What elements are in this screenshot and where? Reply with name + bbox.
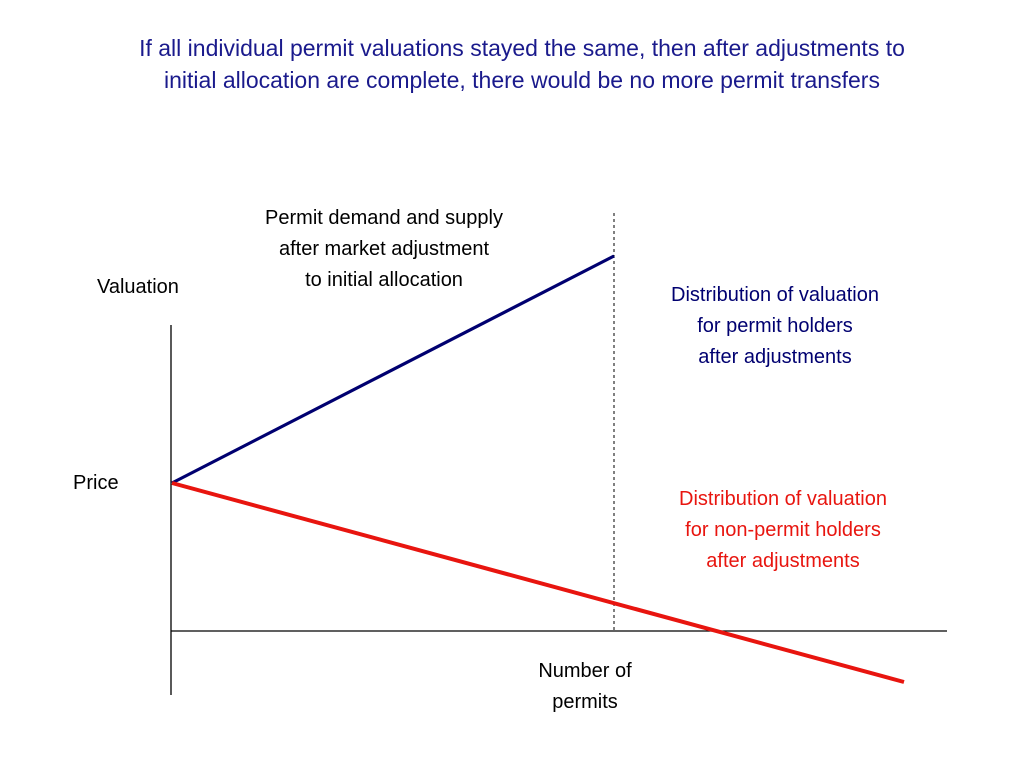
title-line-2: initial allocation are complete, there w… [164,67,880,93]
non-permit-holders-line-2: for non-permit holders [685,519,881,541]
title-line-1: If all individual permit valuations stay… [139,35,905,61]
demand-supply-line-1: Permit demand and supply [265,207,503,229]
demand-supply-label: Permit demand and supply after market ad… [214,203,554,296]
valuation-axis-label: Valuation [97,276,179,298]
non-permit-holders-valuation-line [171,481,905,684]
permit-holders-valuation-line [171,254,615,485]
permit-holders-line-3: after adjustments [698,346,852,368]
permit-holders-label: Distribution of valuation for permit hol… [625,280,925,373]
number-of-permits-line-1: Number of [538,660,632,682]
non-permit-holders-line-3: after adjustments [706,550,860,572]
price-label: Price [73,472,119,494]
permit-holders-line-1: Distribution of valuation [671,284,879,306]
number-of-permits-label: Number of permits [505,656,665,718]
slide-title: If all individual permit valuations stay… [20,32,1024,96]
number-of-permits-line-2: permits [552,691,618,713]
permit-holders-line-2: for permit holders [697,315,853,337]
non-permit-holders-line-1: Distribution of valuation [679,488,887,510]
demand-supply-line-3: to initial allocation [305,269,463,291]
demand-supply-line-2: after market adjustment [278,238,490,260]
non-permit-holders-label: Distribution of valuation for non-permit… [623,484,943,577]
